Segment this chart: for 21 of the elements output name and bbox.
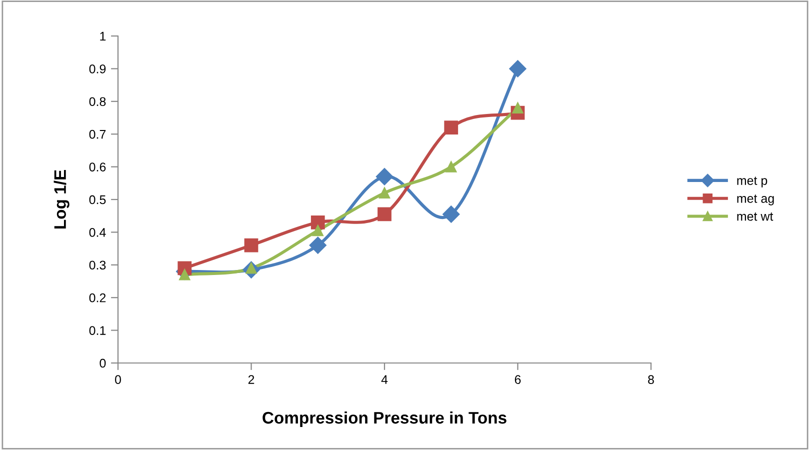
x-tick-label: 4 <box>381 375 388 384</box>
y-axis-title: Log 1/E <box>54 170 70 228</box>
y-tick-label: 1 <box>100 32 106 41</box>
y-tick-label: 0.8 <box>89 97 106 106</box>
y-tick-label: 0.5 <box>89 195 106 204</box>
x-tick-label: 2 <box>248 375 254 384</box>
y-tick-label: 0.1 <box>89 326 106 335</box>
legend-label: met wt <box>737 212 774 221</box>
y-tick-label: 0.6 <box>89 162 106 172</box>
y-tick-label: 0.7 <box>89 130 106 139</box>
x-tick-label: 8 <box>648 375 654 384</box>
legend-label: met p <box>737 176 768 188</box>
y-tick-label: 0.3 <box>89 260 106 270</box>
x-tick-label: 6 <box>514 375 521 384</box>
y-tick-label: 0 <box>100 358 106 368</box>
y-tick-label: 0.9 <box>89 64 106 74</box>
y-tick-label: 0.2 <box>89 293 106 302</box>
legend-label: met ag <box>737 194 774 206</box>
y-tick-label: 0.4 <box>89 228 106 237</box>
x-axis-title: Compression Pressure in Tons <box>262 411 506 427</box>
x-tick-label: 0 <box>115 375 121 384</box>
